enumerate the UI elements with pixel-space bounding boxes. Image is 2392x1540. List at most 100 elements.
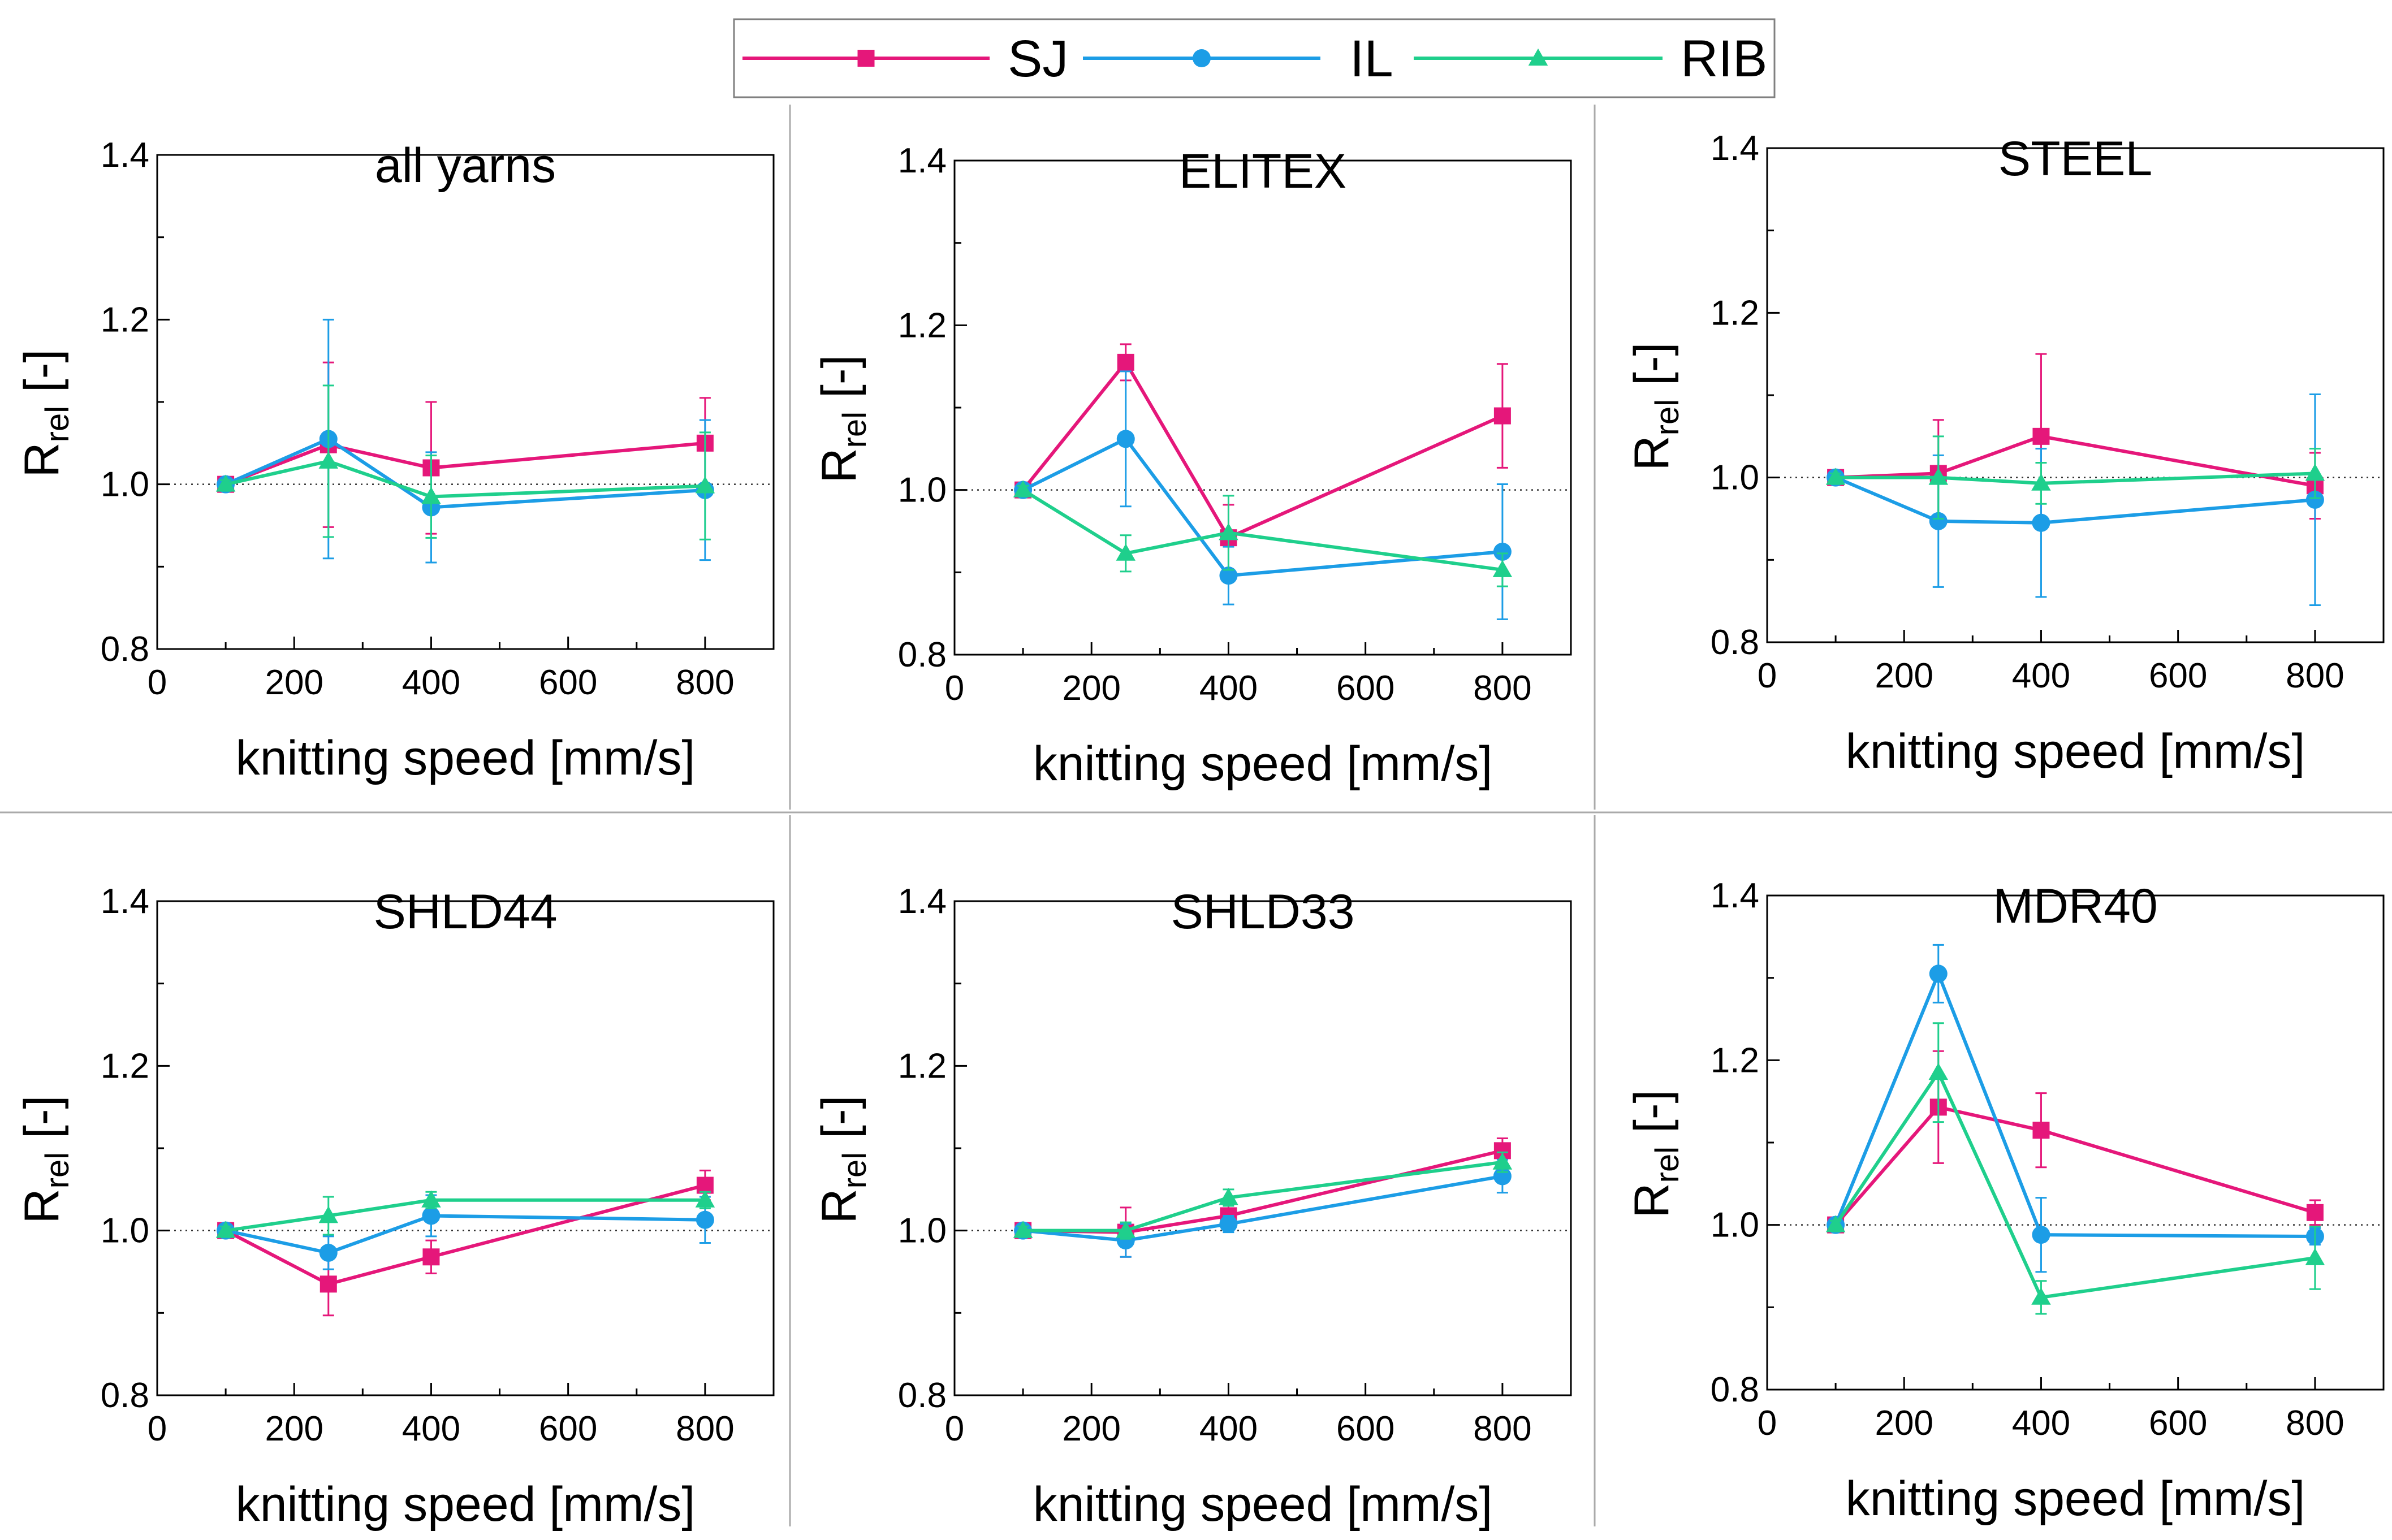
y-tick-label: 0.8 [898,1376,947,1415]
series-line-il [1834,475,2316,525]
panel-title: SHLD33 [1171,885,1354,939]
y-axis-title: Rrel [-] [812,355,873,483]
y-tick-label: 1.4 [898,882,947,921]
data-point-il [1493,542,1512,561]
panel-title: MDR40 [1993,879,2158,933]
data-point-rib [1928,1062,1949,1080]
data-point-rib [2031,1287,2051,1305]
series-line-sj [225,441,706,486]
data-point-rib [1928,468,1949,485]
y-tick-label: 1.0 [898,471,947,510]
legend-item-rib: RIB [1414,30,1767,88]
legend-marker-sj [857,50,875,67]
series-line-sj [1023,1149,1503,1234]
data-point-sj [2032,427,2050,445]
series-line-rib [1836,471,2315,485]
x-tick-label: 200 [1062,669,1120,708]
data-point-rib [1219,1188,1238,1205]
series-line-il [224,437,706,509]
x-axis-title: knitting speed [mm/s] [1033,737,1493,791]
data-point-sj [2306,1204,2324,1221]
data-point-rib [318,451,339,469]
x-tick-label: 800 [2286,1404,2344,1443]
y-tick-label: 1.0 [898,1212,947,1251]
legend-item-sj: SJ [742,30,1068,88]
x-axis-title: knitting speed [mm/s] [1846,724,2305,778]
data-point-il [422,1206,441,1225]
y-tick-label: 1.2 [898,1046,947,1085]
data-point-il [2032,513,2050,532]
y-axis-title: Rrel [-] [1625,1090,1686,1218]
y-axis-title: Rrel [-] [15,1096,76,1224]
legend-marker-il [1193,49,1211,67]
x-tick-label: 800 [2286,656,2344,695]
series-sj [217,361,714,535]
y-tick-label: 1.4 [101,882,149,921]
series-line-rib [1023,1160,1503,1232]
data-point-rib [695,1190,715,1208]
legend-marker-rib [1528,48,1548,66]
legend-label-rib: RIB [1681,30,1767,88]
series-line-sj [1021,359,1504,540]
data-point-rib [421,1190,441,1208]
y-axis-title: Rrel [-] [1625,343,1686,471]
x-axis-title: knitting speed [mm/s] [236,1477,696,1532]
y-tick-label: 1.0 [1711,458,1759,498]
x-tick-label: 800 [1473,669,1531,708]
plot-frame [156,900,775,1396]
data-point-rib [1013,480,1033,498]
x-axis-title: knitting speed [mm/s] [236,731,696,785]
x-tick-label: 0 [1758,1404,1777,1443]
series-line-il [1834,969,2315,1239]
y-tick-label: 1.2 [1711,293,1759,332]
x-tick-label: 400 [2012,656,2070,695]
y-tick-label: 1.0 [101,1212,149,1251]
y-tick-label: 0.8 [101,1376,149,1415]
x-tick-label: 400 [2012,1404,2070,1443]
x-tick-label: 0 [945,1409,964,1448]
y-tick-label: 1.2 [898,306,947,345]
plot-frame [953,900,1572,1396]
data-point-rib [1116,543,1136,561]
x-tick-label: 0 [148,1409,167,1448]
series-rib [1825,435,2325,520]
panel-title: ELITEX [1179,144,1346,198]
data-point-rib [421,487,441,504]
series-line-il [1022,1174,1503,1243]
x-tick-label: 600 [2149,656,2207,695]
x-tick-label: 400 [402,1409,460,1448]
data-point-rib [1825,468,1846,485]
series-sj [1827,1050,2324,1234]
data-point-il [319,1243,338,1262]
plot-frame [1766,894,2385,1391]
panel-all-yarns: 0.8 1.0 1.2 1.4 0 200 400 600 800 all yarns knitti… [15,136,775,785]
series-line-rib [225,459,706,499]
series-sj [1014,1137,1511,1258]
y-tick-label: 0.8 [898,635,947,674]
series-line-sj [1835,434,2316,488]
data-point-sj [2032,1122,2050,1139]
x-tick-label: 400 [402,663,460,702]
data-point-rib [1116,1221,1136,1238]
y-tick-label: 1.2 [101,1046,149,1085]
x-tick-label: 0 [945,669,964,708]
series-il [1827,944,2324,1273]
data-point-rib [2031,473,2051,491]
data-point-rib [695,476,715,494]
data-point-rib [2305,1248,2325,1265]
data-point-rib [1492,1152,1513,1170]
plot-frame [156,154,775,650]
data-point-sj [1117,353,1134,371]
panel-shld44: 0.8 1.0 1.2 1.4 0 200 400 600 800 SHLD44 knitting … [15,882,775,1532]
x-tick-label: 600 [539,663,597,702]
y-tick-label: 1.0 [101,465,149,504]
y-tick-label: 1.4 [101,136,149,175]
data-point-il [1929,964,1948,983]
x-axis-title: knitting speed [mm/s] [1846,1472,2305,1526]
series-rib [1013,480,1513,587]
data-point-rib [1825,1215,1846,1232]
legend-label-sj: SJ [1008,30,1068,88]
data-point-sj [422,1248,440,1266]
x-tick-label: 0 [1758,656,1777,695]
panel-elitex: 0.8 1.0 1.2 1.4 0 200 400 600 800 ELITEX knitting … [812,141,1572,791]
